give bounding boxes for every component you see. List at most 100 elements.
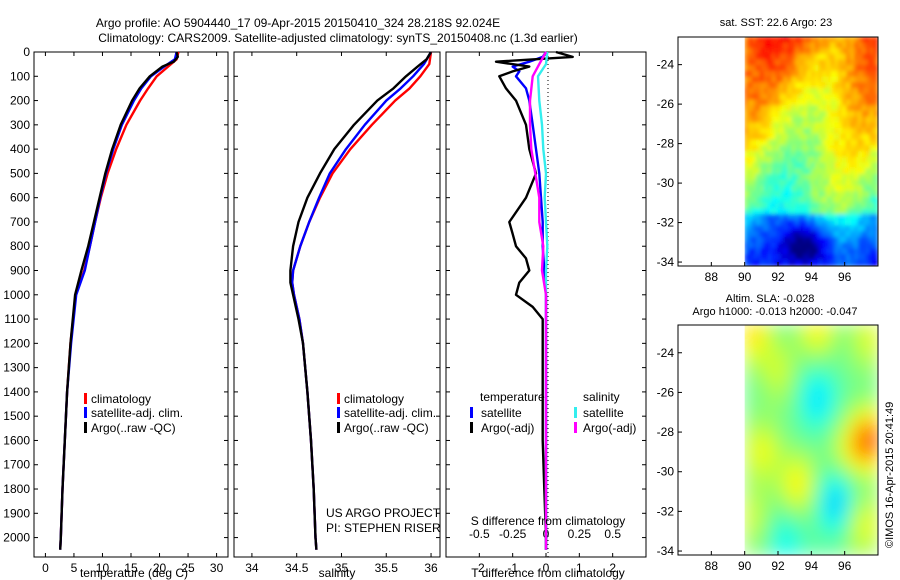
map-cell [767, 468, 773, 476]
map-cell [744, 359, 750, 366]
map-cell [846, 202, 851, 210]
map-cell [861, 37, 867, 44]
map-cell [767, 70, 773, 78]
map-cell [775, 405, 781, 412]
map-cell [846, 341, 851, 349]
map-cell [822, 202, 828, 210]
map-cell [763, 37, 769, 44]
map-cell [795, 445, 800, 453]
map-cell [850, 162, 855, 170]
depth-tick-label: 400 [10, 142, 30, 156]
map-cell [861, 428, 867, 435]
map-cell [771, 479, 777, 487]
map-cell [795, 456, 800, 464]
map-cell [854, 196, 859, 204]
map-field-4 [744, 325, 879, 555]
map-cell [822, 537, 828, 545]
map-cell [783, 99, 789, 107]
map-cell [759, 393, 765, 401]
map-cell [810, 259, 816, 266]
map-cell [744, 70, 750, 78]
map-cell [767, 248, 773, 255]
map-cell [763, 325, 769, 332]
s-diff-tick-label: 0.5 [604, 527, 621, 541]
map-cell [861, 105, 867, 112]
map-cell [869, 370, 875, 378]
map-cell [775, 353, 781, 361]
map-cell [771, 456, 777, 464]
map-cell [838, 353, 844, 361]
map-cell [759, 82, 765, 89]
map-cell [748, 502, 753, 510]
map-cell [834, 219, 840, 227]
map-cell [865, 336, 871, 343]
map-cell [799, 53, 804, 61]
map-cell [779, 214, 785, 221]
map-cell [767, 364, 773, 372]
map-cell [865, 502, 871, 510]
map-cell [771, 156, 777, 164]
map-cell [818, 179, 824, 187]
map-cell [806, 185, 812, 192]
map-cell [818, 422, 824, 430]
map-cell [748, 76, 753, 84]
map-cell [850, 514, 855, 522]
map-cell [826, 382, 832, 389]
map-cell [854, 242, 859, 250]
depth-tick-label: 1200 [3, 336, 30, 350]
map-cell [791, 525, 797, 533]
map-cell [846, 248, 851, 255]
map-cell [873, 191, 879, 198]
map-cell [803, 353, 808, 361]
map-cell [869, 202, 875, 210]
map-cell [763, 214, 769, 221]
map-cell [830, 173, 836, 181]
map-cell [854, 525, 859, 533]
map-cell [842, 416, 848, 424]
map-cell [791, 145, 797, 152]
map-lon-label: 88 [705, 270, 719, 284]
depth-tick-label: 1600 [3, 433, 30, 447]
map-cell [854, 202, 859, 210]
map-cell [814, 42, 820, 49]
map-cell [857, 387, 863, 395]
map-cell [869, 88, 875, 95]
map-cell [873, 214, 879, 221]
map-cell [850, 405, 855, 412]
map-cell [783, 422, 789, 430]
map-cell [763, 376, 769, 384]
map-cell [846, 48, 851, 55]
map-cell [744, 225, 750, 233]
map-cell [767, 225, 773, 233]
map-cell [854, 537, 859, 545]
map-cell [826, 485, 832, 493]
map-cell [791, 53, 797, 61]
map-cell [767, 151, 773, 158]
map-cell [865, 359, 871, 366]
map-cell [744, 393, 750, 401]
map-cell [810, 531, 816, 539]
map-cell [869, 502, 875, 510]
sla-map-panel: Altim. SLA: -0.028 Argo h1000: -0.013 h2… [657, 293, 879, 573]
map-cell [861, 525, 867, 533]
map-cell [763, 428, 769, 435]
s-diff-tick-label: 0.25 [568, 527, 592, 541]
map-cell [775, 202, 781, 210]
map-cell [783, 491, 789, 499]
map-cell [854, 451, 859, 458]
map-cell [775, 254, 781, 261]
map-cell [806, 416, 812, 424]
map-cell [783, 376, 789, 384]
map-cell [759, 48, 765, 55]
map-cell [854, 219, 859, 227]
map-cell [822, 376, 828, 384]
map-cell [763, 456, 769, 464]
map-cell [830, 259, 836, 266]
map-cell [803, 531, 808, 539]
map-cell [838, 428, 844, 435]
map-cell [767, 399, 773, 407]
map-cell [783, 242, 789, 250]
map-cell [783, 353, 789, 361]
map-cell [873, 359, 879, 366]
map-cell [842, 376, 848, 384]
